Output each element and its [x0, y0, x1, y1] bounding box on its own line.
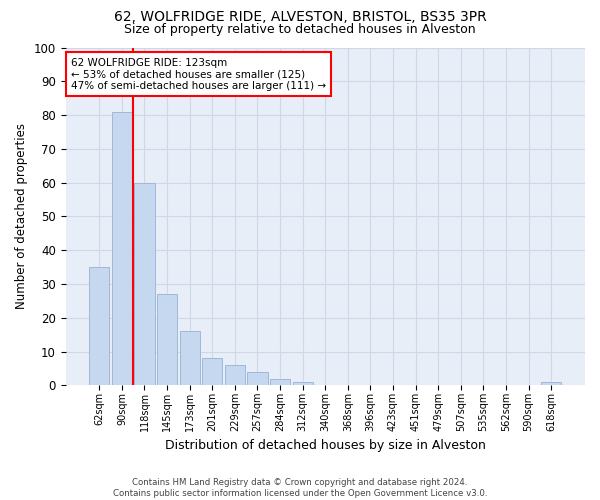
Bar	[541, 382, 562, 386]
Text: Size of property relative to detached houses in Alveston: Size of property relative to detached ho…	[124, 22, 476, 36]
Text: 62 WOLFRIDGE RIDE: 123sqm
← 53% of detached houses are smaller (125)
47% of semi: 62 WOLFRIDGE RIDE: 123sqm ← 53% of detac…	[71, 58, 326, 91]
Bar	[225, 365, 245, 386]
Bar	[270, 378, 290, 386]
X-axis label: Distribution of detached houses by size in Alveston: Distribution of detached houses by size …	[165, 440, 486, 452]
Bar	[134, 182, 155, 386]
Bar	[89, 267, 109, 386]
Bar	[293, 382, 313, 386]
Bar	[179, 332, 200, 386]
Bar	[157, 294, 177, 386]
Bar	[202, 358, 223, 386]
Bar	[247, 372, 268, 386]
Text: Contains HM Land Registry data © Crown copyright and database right 2024.
Contai: Contains HM Land Registry data © Crown c…	[113, 478, 487, 498]
Text: 62, WOLFRIDGE RIDE, ALVESTON, BRISTOL, BS35 3PR: 62, WOLFRIDGE RIDE, ALVESTON, BRISTOL, B…	[113, 10, 487, 24]
Y-axis label: Number of detached properties: Number of detached properties	[15, 124, 28, 310]
Bar	[112, 112, 132, 386]
